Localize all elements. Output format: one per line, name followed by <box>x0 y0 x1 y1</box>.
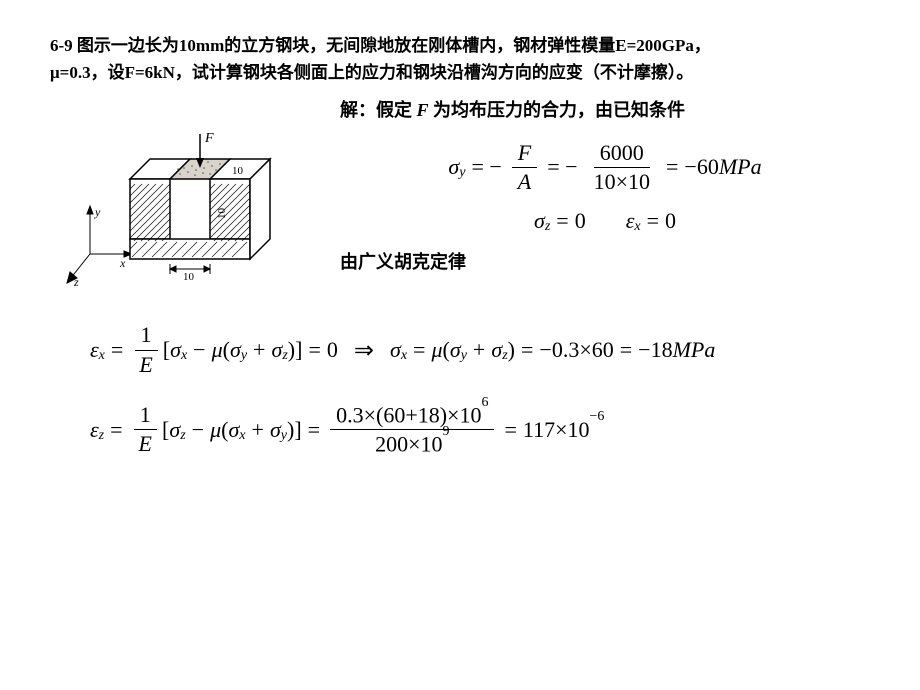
dim-top: 10 <box>232 165 244 177</box>
ex-sx: x <box>181 348 187 364</box>
axis-z-label: z <box>73 275 79 289</box>
ez-E: E <box>133 430 158 456</box>
ez-sy: y <box>281 428 287 444</box>
axis-y-label: y <box>94 205 101 219</box>
eps-x-sub: x <box>634 219 640 235</box>
ex-unit: MPa <box>673 337 716 363</box>
ex-one: 1 <box>135 323 158 350</box>
figure-area: y x z <box>50 94 310 309</box>
ex-E: E <box>133 351 158 377</box>
ez-resexp: −6 <box>589 409 604 424</box>
eq-eps-x-full: εx = 1 E [σx −μ(σy +σz)] =0 ⇒ σx =μ(σy +… <box>90 323 870 376</box>
eq-eps-z-full: εz = 1 E [σz −μ(σx +σy)] = 0.3×(60+18)×1… <box>90 403 870 457</box>
ex-sx2: x <box>401 348 407 364</box>
ez-sub: z <box>99 428 104 444</box>
ex-sz: z <box>282 348 287 364</box>
ex-zero: 0 <box>327 337 338 363</box>
sigma-y-unit: MPa <box>719 154 762 180</box>
sigma-z-sym: σ <box>534 208 545 234</box>
force-label: F <box>204 131 214 146</box>
ex-sy2: y <box>461 348 467 364</box>
ez-num: 0.3×(60+18)×10 <box>336 402 481 427</box>
ez-result: 117×10 <box>523 417 590 442</box>
frac-10x10: 10×10 <box>588 168 656 194</box>
frac-6000: 6000 <box>594 141 650 168</box>
sigma-y-result: −60 <box>684 154 718 180</box>
eq-sigma-y: σy = − F A = − 6000 10×10 = −60 MPa <box>340 141 870 194</box>
ez-sz: z <box>180 428 185 444</box>
dim-bottom: 10 <box>183 271 195 283</box>
frac-A: A <box>512 168 537 194</box>
ez-numexp: 6 <box>481 395 488 410</box>
problem-line1: 6-9 图示一边长为10mm的立方钢块，无间隙地放在刚体槽内，钢材弹性模量E=2… <box>50 32 870 59</box>
intro-suffix: 为均布压力的合力，由已知条件 <box>429 100 686 120</box>
problem-statement: 6-9 图示一边长为10mm的立方钢块，无间隙地放在刚体槽内，钢材弹性模量E=2… <box>50 32 870 86</box>
ex-result: −18 <box>638 337 672 363</box>
ex-sub: x <box>99 348 105 364</box>
intro-prefix: 解：假定 <box>340 100 417 120</box>
ez-denexp: 9 <box>442 424 449 439</box>
frac-F: F <box>512 141 537 168</box>
dim-side: 10 <box>216 208 228 220</box>
solution-intro: 解：假定 F 为均布压力的合力，由已知条件 <box>340 94 870 126</box>
ex-sy: y <box>241 348 247 364</box>
intro-var: F <box>417 100 429 120</box>
sub-y: y <box>459 165 465 181</box>
solution-area: 解：假定 F 为均布压力的合力，由已知条件 σy = − F A = − 600… <box>310 94 870 282</box>
bottom-equations: εx = 1 E [σx −μ(σy +σz)] =0 ⇒ σx =μ(σy +… <box>50 323 870 456</box>
eq-zero-row: σz =0 εx =0 <box>340 208 870 234</box>
axis-x-label: x <box>119 256 126 270</box>
cube-in-slot-figure: y x z <box>60 124 290 304</box>
ez-sx: x <box>239 428 245 444</box>
eps-x-val: 0 <box>665 208 676 234</box>
ex-muval: −0.3×60 <box>539 337 613 363</box>
ex-sz2: z <box>502 348 507 364</box>
hooke-label: 由广义胡克定律 <box>340 248 870 274</box>
ez-den: 200×10 <box>375 432 442 457</box>
content-area: y x z <box>50 94 870 309</box>
problem-line2: μ=0.3，设F=6kN，试计算钢块各侧面上的应力和钢块沿槽沟方向的应变（不计摩… <box>50 59 870 86</box>
sigma-z-sub: z <box>545 219 550 235</box>
sigma-z-val: 0 <box>575 208 586 234</box>
ez-one: 1 <box>134 403 157 430</box>
